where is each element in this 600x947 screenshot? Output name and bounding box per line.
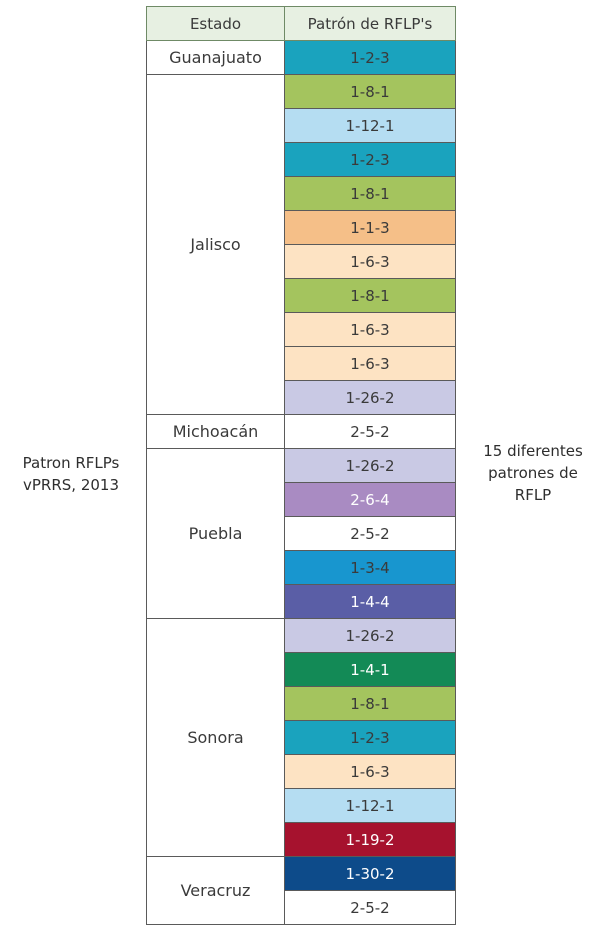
pattern-cell: 1-12-1 (284, 788, 456, 823)
pattern-cell: 1-6-3 (284, 244, 456, 279)
rflp-table: Estado Patrón de RFLP's Guanajuato 1-2-3 J… (146, 6, 456, 925)
pattern-cell: 1-26-2 (284, 618, 456, 653)
pattern-cell: 1-1-3 (284, 210, 456, 245)
state-cell: Jalisco (146, 74, 285, 415)
left-caption-line-2: vPRRS, 2013 (23, 476, 119, 494)
pattern-cell: 1-19-2 (284, 822, 456, 857)
pattern-cell: 1-4-4 (284, 584, 456, 619)
table-row: 2-5-2 (147, 890, 456, 925)
pattern-cell: 1-8-1 (284, 74, 456, 109)
table-row: 2-5-2 (147, 516, 456, 551)
table-row: 1-2-3 (147, 720, 456, 755)
pattern-cell: 1-8-1 (284, 278, 456, 313)
left-caption-line-1: Patron RFLPs (22, 454, 120, 472)
table-row: 1-1-3 (147, 210, 456, 245)
pattern-cell: 2-5-2 (284, 414, 456, 449)
table-body: Guanajuato 1-2-3 Jalisco 1-8-1 1-12-1 1-2-3 1-… (146, 40, 456, 925)
table-row: 1-8-1 (147, 686, 456, 721)
table-row: Jalisco 1-8-1 (146, 74, 456, 415)
right-caption-line-2: patrones de (488, 464, 578, 482)
table-row: 2-6-4 (147, 482, 456, 517)
table-row: 1-6-3 (147, 346, 456, 381)
pattern-cell: 1-30-2 (284, 856, 456, 891)
table-header-row: Estado Patrón de RFLP's (146, 6, 456, 41)
pattern-cell: 1-12-1 (284, 108, 456, 143)
pattern-cell: 1-2-3 (284, 40, 456, 75)
state-cell: Guanajuato (146, 40, 285, 75)
table-row: 1-4-1 (147, 652, 456, 687)
pattern-cell: 1-8-1 (284, 686, 456, 721)
table-row: Sonora 1-26-2 (146, 618, 456, 857)
table-row: 1-6-3 (147, 312, 456, 347)
pattern-cell: 2-5-2 (284, 516, 456, 551)
pattern-cell: 1-6-3 (284, 312, 456, 347)
state-cell: Puebla (146, 448, 285, 619)
table-row: 1-26-2 (147, 380, 456, 415)
pattern-cell: 1-26-2 (284, 448, 456, 483)
header-pattern: Patrón de RFLP's (284, 6, 456, 41)
state-cell: Sonora (146, 618, 285, 857)
pattern-cell: 2-6-4 (284, 482, 456, 517)
pattern-cell: 1-6-3 (284, 346, 456, 381)
table-row: 1-8-1 (147, 278, 456, 313)
table-row: 1-6-3 (147, 244, 456, 279)
pattern-cell: 1-2-3 (284, 142, 456, 177)
pattern-cell: 1-26-2 (284, 380, 456, 415)
table-row: 1-12-1 (147, 788, 456, 823)
pattern-cell: 1-3-4 (284, 550, 456, 585)
state-cell: Veracruz (146, 856, 285, 925)
right-caption-line-3: RFLP (514, 486, 552, 504)
table-row: 1-12-1 (147, 108, 456, 143)
left-caption: Patron RFLPs vPRRS, 2013 (6, 452, 136, 496)
pattern-cell: 1-6-3 (284, 754, 456, 789)
table-row: 1-19-2 (147, 822, 456, 857)
table-row: Veracruz 1-30-2 (146, 856, 456, 925)
right-caption-line-1: 15 diferentes (483, 442, 583, 460)
state-cell: Michoacán (146, 414, 285, 449)
pattern-cell: 1-4-1 (284, 652, 456, 687)
pattern-cell: 1-8-1 (284, 176, 456, 211)
table-row: Puebla 1-26-2 (146, 448, 456, 619)
right-caption: 15 diferentes patrones de RFLP (466, 440, 600, 506)
pattern-cell: 2-5-2 (284, 890, 456, 925)
table-row: Guanajuato 1-2-3 (146, 40, 456, 75)
pattern-cell: 1-2-3 (284, 720, 456, 755)
table-row: 1-4-4 (147, 584, 456, 619)
table-row: Michoacán 2-5-2 (146, 414, 456, 449)
header-state: Estado (146, 6, 285, 41)
